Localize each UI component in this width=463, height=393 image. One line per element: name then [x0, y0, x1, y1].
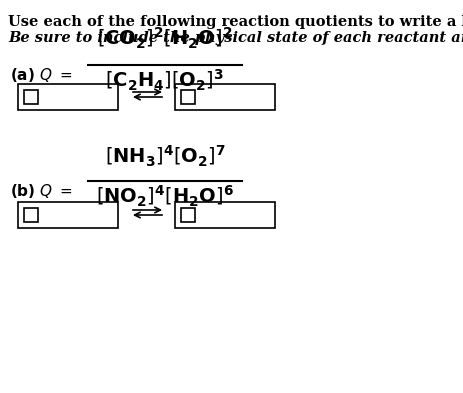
- Text: $\left[\mathbf{NH_3}\right]^{\mathbf{4}}\left[\mathbf{O_2}\right]^{\mathbf{7}}$: $\left[\mathbf{NH_3}\right]^{\mathbf{4}}…: [104, 144, 225, 169]
- Bar: [175, 202, 275, 228]
- Bar: [24, 90, 38, 104]
- Bar: [181, 90, 194, 104]
- Bar: [24, 208, 38, 222]
- Text: $\left[\mathbf{CO_2}\right]^{\mathbf{2}}\left[\mathbf{H_2O}\right]^{\mathbf{2}}$: $\left[\mathbf{CO_2}\right]^{\mathbf{2}}…: [97, 26, 232, 51]
- Bar: [18, 84, 118, 110]
- Text: $\mathbf{(b)}\ \mathit{Q}\ =$: $\mathbf{(b)}\ \mathit{Q}\ =$: [10, 182, 73, 200]
- Text: $\mathbf{(a)}\ \mathit{Q}\ =$: $\mathbf{(a)}\ \mathit{Q}\ =$: [10, 66, 72, 84]
- Text: Be sure to include the physical state of each reactant and product.: Be sure to include the physical state of…: [8, 31, 463, 45]
- Text: Use each of the following reaction quotients to write a balanced equation:: Use each of the following reaction quoti…: [8, 15, 463, 29]
- Text: $\left[\mathbf{C_2H_4}\right]\left[\mathbf{O_2}\right]^{\mathbf{3}}$: $\left[\mathbf{C_2H_4}\right]\left[\math…: [105, 68, 224, 93]
- Bar: [175, 84, 275, 110]
- Text: $\left[\mathbf{NO_2}\right]^{\mathbf{4}}\left[\mathbf{H_2O}\right]^{\mathbf{6}}$: $\left[\mathbf{NO_2}\right]^{\mathbf{4}}…: [96, 184, 233, 209]
- Bar: [18, 202, 118, 228]
- Bar: [181, 208, 194, 222]
